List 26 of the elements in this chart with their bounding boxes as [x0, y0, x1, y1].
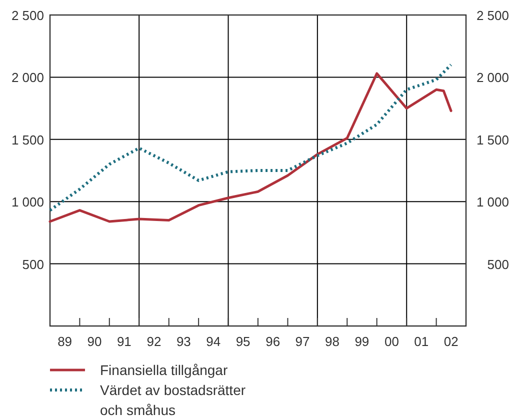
- x-tick-label: 94: [206, 334, 221, 349]
- x-tick-label: 96: [266, 334, 280, 349]
- x-tick-label: 99: [354, 334, 370, 349]
- x-tick-label: 95: [236, 334, 250, 349]
- y2-tick-label: 2 500: [476, 8, 509, 23]
- x-tick-label: 92: [146, 334, 162, 349]
- y-tick-label: 1 000: [11, 194, 44, 210]
- y-tick-label: 2 500: [11, 8, 44, 23]
- x-tick-label: 93: [176, 334, 191, 349]
- legend-label: Värdet av bostadsrätter och småhus: [100, 382, 246, 418]
- x-tick-label: 00: [384, 334, 399, 349]
- y2-tick-label: 1 500: [476, 132, 509, 148]
- x-tick-label: 01: [414, 334, 429, 349]
- y-tick-label: 1 500: [11, 132, 44, 148]
- x-tick-label: 02: [444, 334, 458, 349]
- x-tick-label: 90: [87, 334, 102, 349]
- y2-tick-label: 1 000: [476, 194, 509, 210]
- x-tick-label: 89: [58, 334, 72, 349]
- x-tick-label: 91: [116, 334, 132, 349]
- y-tick-label: 500: [22, 256, 44, 272]
- y2-tick-label: 500: [487, 256, 509, 272]
- x-tick-label: 97: [295, 334, 310, 349]
- y-tick-label: 2 000: [11, 70, 44, 86]
- x-tick-label: 98: [325, 334, 340, 349]
- legend-label: Finansiella tillgångar: [100, 362, 228, 378]
- y2-tick-label: 2 000: [476, 70, 509, 86]
